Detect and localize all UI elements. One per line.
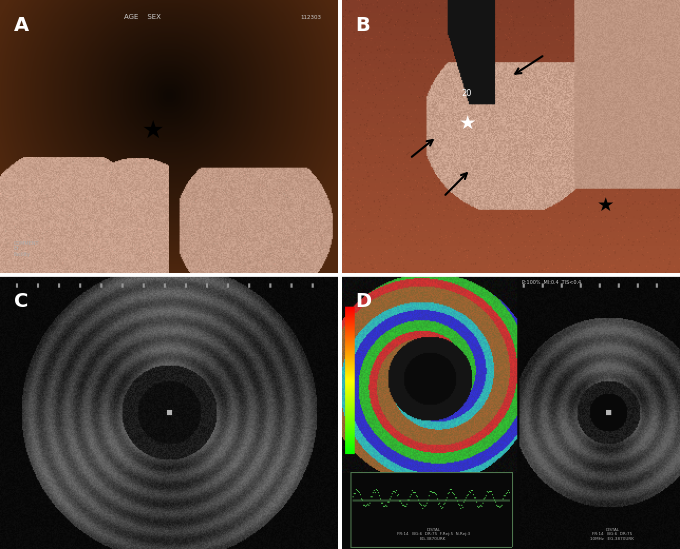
Text: C: C (14, 292, 28, 311)
Text: DISTAL
FR:14   BG:6  DR:75
10MHz   EG-3870URK: DISTAL FR:14 BG:6 DR:75 10MHz EG-3870URK (590, 528, 634, 541)
Text: ★: ★ (458, 114, 476, 132)
Text: 112303: 112303 (301, 15, 322, 20)
Text: COMMENT
Dr
Facility: COMMENT Dr Facility (14, 240, 39, 257)
Text: D: D (356, 292, 372, 311)
Text: B: B (356, 16, 371, 35)
Text: A: A (14, 16, 29, 35)
Text: ★: ★ (141, 119, 163, 143)
Text: ★: ★ (597, 195, 615, 215)
Text: 20: 20 (462, 89, 473, 98)
Text: P:100%  MI:0.4  TIS<0.4: P:100% MI:0.4 TIS<0.4 (522, 280, 581, 285)
Text: AGE    SEX: AGE SEX (124, 14, 160, 20)
Text: DISTAL
FR:14   BG:6  DR:75  F.Rej:5  N.Rej:3
EG-3870URK: DISTAL FR:14 BG:6 DR:75 F.Rej:5 N.Rej:3 … (396, 528, 470, 541)
